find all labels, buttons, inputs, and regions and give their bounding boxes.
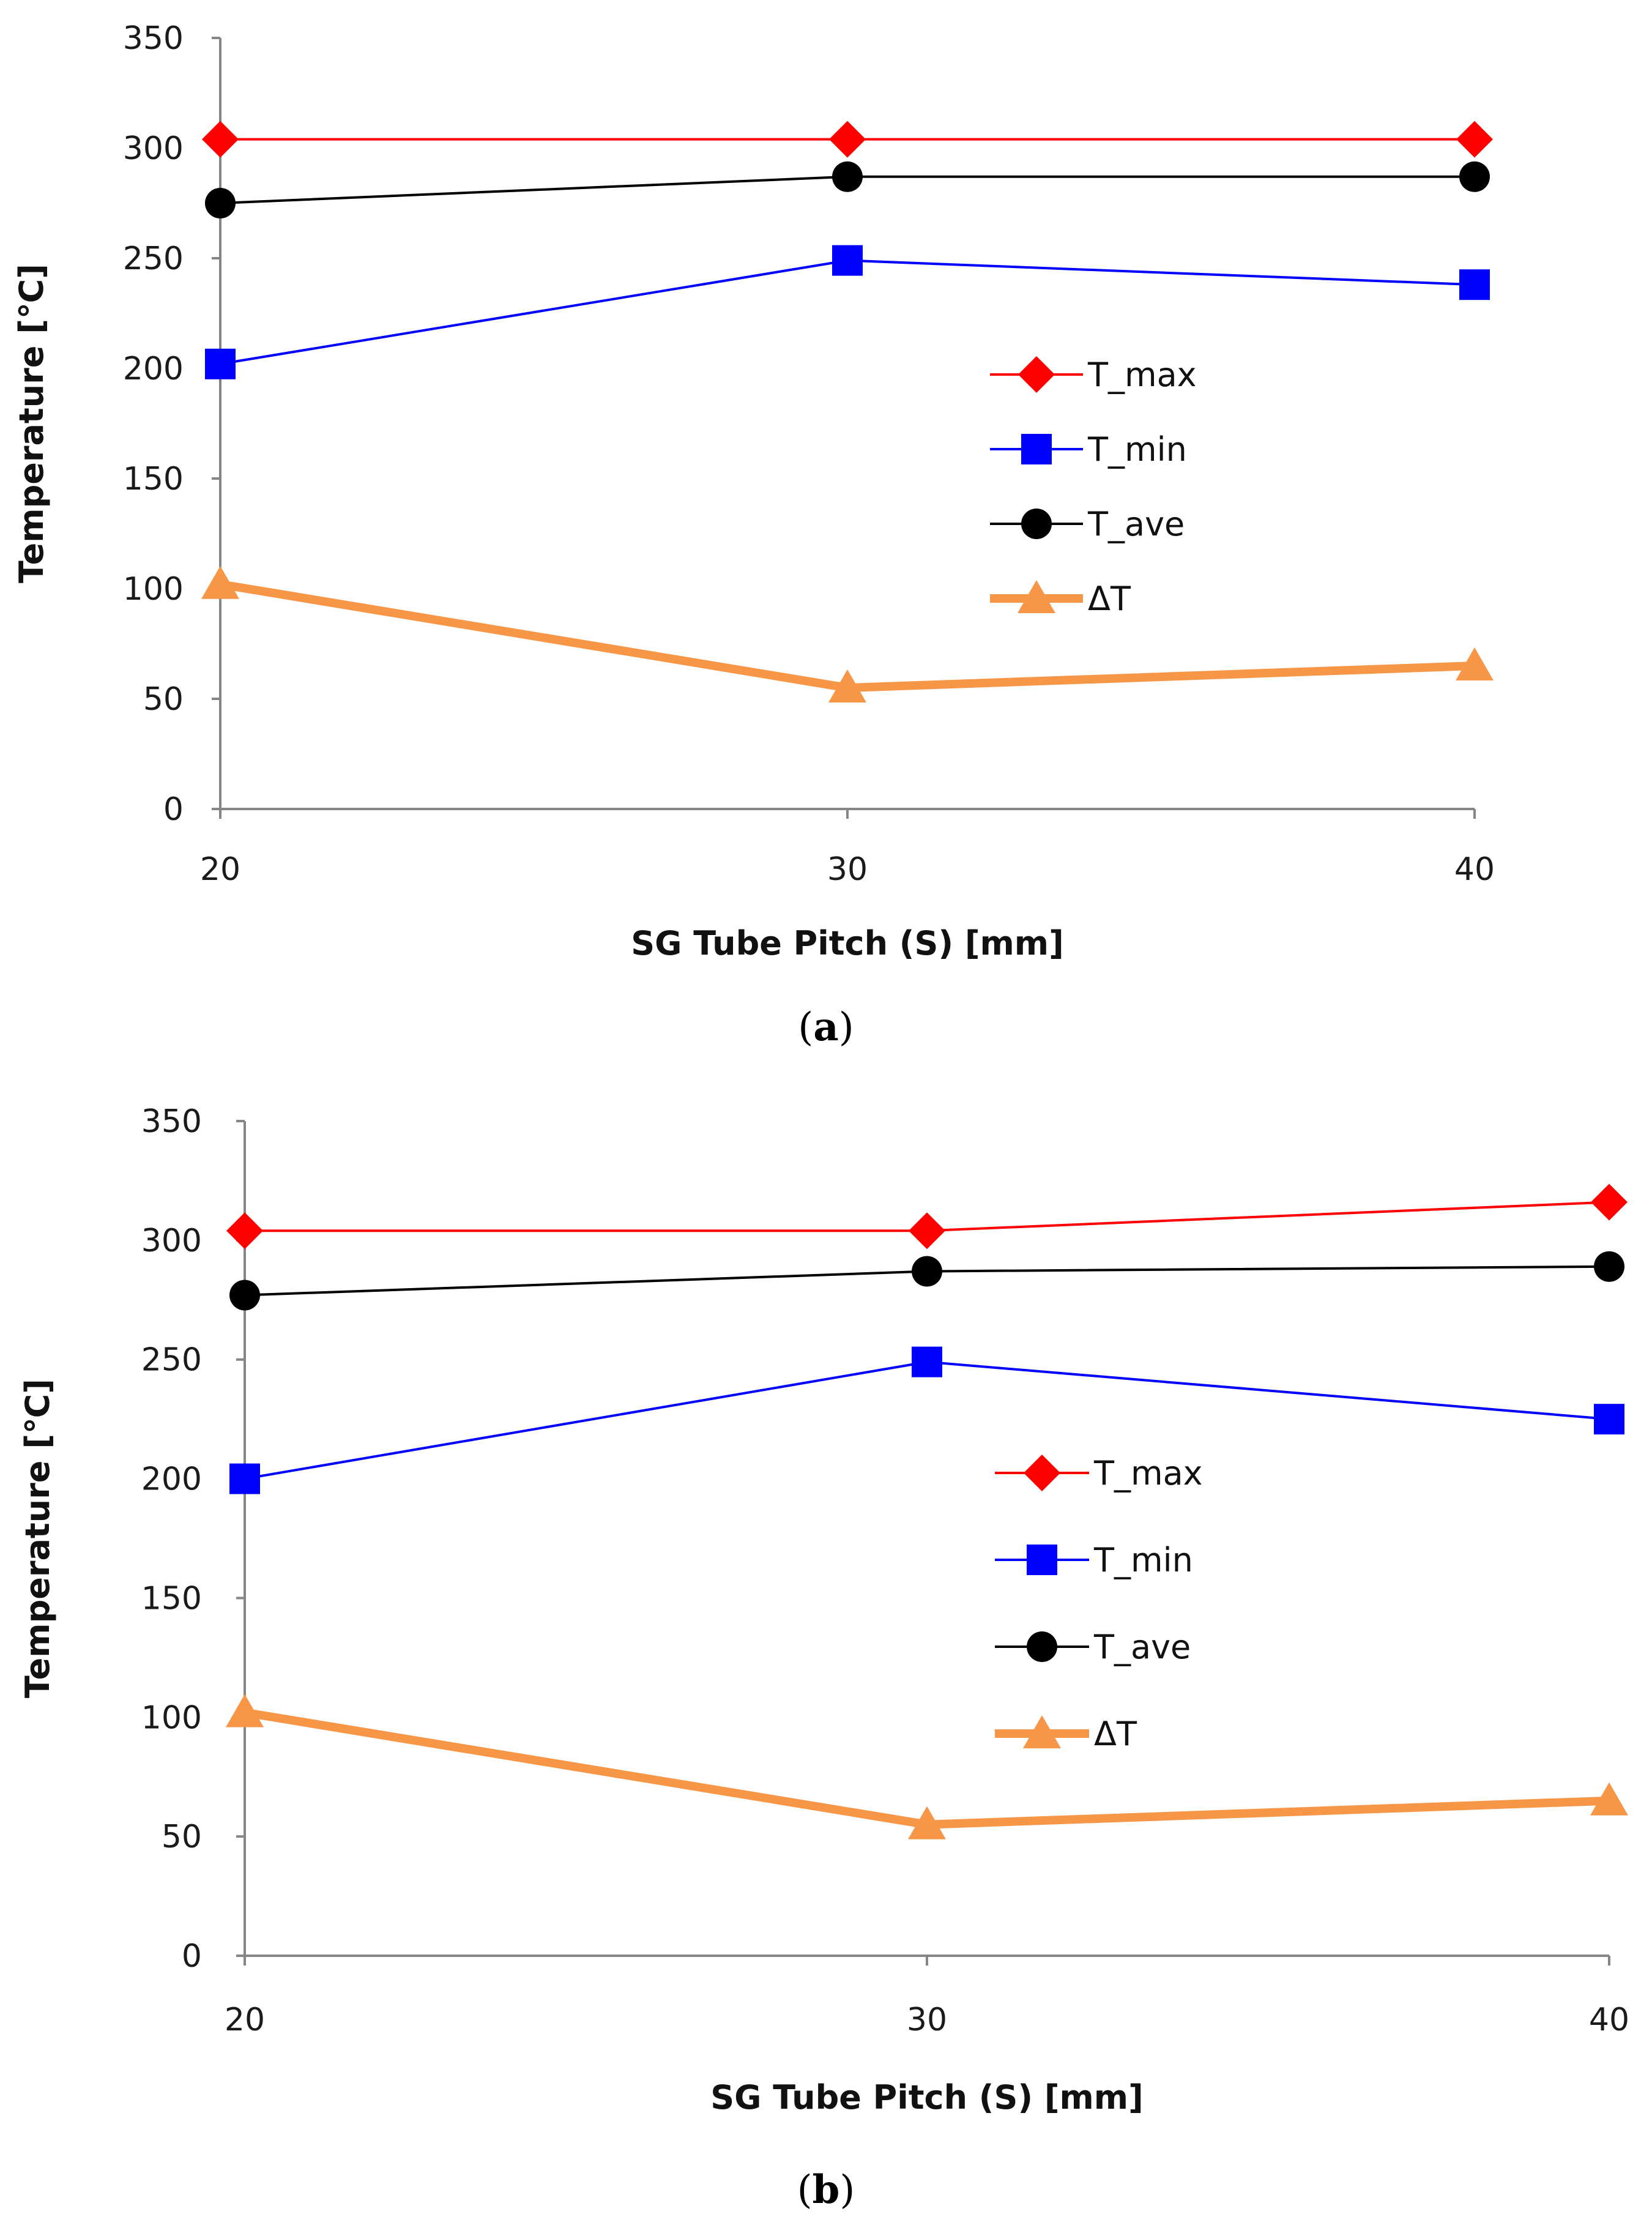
data-point (229, 1280, 260, 1311)
series-3 (226, 1694, 1628, 1839)
panel-label-letter: b (813, 2167, 840, 2213)
chart-panel-a: 0 50 100 150 200 250 300 350 20 30 40 SG Tube Pitch… (12, 20, 1495, 1050)
y-tick-label: 0 (163, 791, 184, 828)
legend-marker (1021, 434, 1052, 464)
y-tick-label: 200 (141, 1461, 202, 1498)
panel-label-open: ( (798, 1005, 813, 1050)
x-tick-label: 30 (907, 2002, 947, 2038)
series-2 (205, 161, 1490, 218)
panel-label: (a) (798, 1004, 854, 1050)
x-tick-label: 40 (1589, 2002, 1629, 2038)
y-tick-label: 300 (141, 1223, 202, 1259)
y-tick-label: 50 (143, 681, 184, 718)
y-tick-label: 150 (141, 1580, 202, 1617)
y-tick-label: 0 (182, 1938, 202, 1975)
panel-label-letter: a (813, 1004, 838, 1050)
data-point (205, 188, 236, 218)
data-point (229, 1463, 260, 1494)
y-tick-label: 150 (123, 461, 184, 498)
series-1 (229, 1346, 1624, 1494)
y-tick-label: 50 (162, 1819, 202, 1855)
data-point (1590, 1782, 1628, 1816)
x-tick-label: 20 (225, 2002, 265, 2038)
legend-label: T_ave (1087, 505, 1185, 543)
data-point (909, 1212, 945, 1250)
legend-label: T_max (1093, 1454, 1203, 1493)
data-point (202, 121, 239, 158)
series-0 (226, 1183, 1628, 1250)
x-axis-title: SG Tube Pitch (S) [mm] (631, 924, 1064, 963)
x-tick-label: 30 (827, 851, 868, 888)
data-point (205, 348, 236, 379)
legend-marker (1024, 1455, 1060, 1491)
chart-panel-b: 0 50 100 150 200 250 300 350 20 30 40 SG Tube Pitch… (18, 1103, 1629, 2213)
series-2 (229, 1251, 1624, 1311)
data-point (201, 565, 239, 599)
data-point (828, 669, 866, 703)
series-1 (205, 245, 1490, 379)
legend-marker (1027, 1545, 1057, 1575)
legend-label: T_min (1087, 430, 1187, 469)
panel-label-close: ) (839, 2167, 855, 2213)
data-point (912, 1346, 942, 1377)
y-tick-label: 200 (123, 351, 184, 387)
y-tick-label: 250 (123, 240, 184, 277)
data-point (1456, 647, 1494, 680)
panel-label: (b) (797, 2167, 855, 2213)
data-point (226, 1694, 264, 1727)
data-point (1459, 161, 1490, 192)
legend: T_max T_min T_ave ΔT (995, 1454, 1203, 1753)
data-point (1594, 1404, 1624, 1435)
y-tick-label: 350 (141, 1103, 202, 1140)
legend-label: ΔT (1088, 580, 1131, 618)
y-axis-title: Temperature [℃] (18, 1379, 57, 1698)
legend-marker (1021, 509, 1052, 539)
data-point (1459, 269, 1490, 300)
legend-label: T_ave (1093, 1628, 1191, 1666)
legend-marker (1018, 356, 1055, 393)
legend-label: T_max (1087, 356, 1197, 394)
data-point (832, 245, 863, 276)
y-tick-label: 100 (141, 1699, 202, 1736)
data-point (1594, 1251, 1624, 1282)
data-point (226, 1212, 263, 1250)
legend-label: T_min (1093, 1541, 1193, 1579)
legend-label: ΔT (1094, 1715, 1137, 1753)
data-point (829, 121, 866, 158)
data-point (1456, 121, 1493, 158)
y-tick-label: 300 (123, 130, 184, 167)
legend-marker (1023, 1715, 1061, 1748)
y-tick-label: 250 (141, 1342, 202, 1379)
y-axis-title: Temperature [℃] (12, 264, 51, 583)
x-tick-label: 40 (1454, 851, 1495, 888)
panel-label-open: ( (797, 2167, 813, 2213)
data-point (912, 1256, 942, 1287)
y-tick-label: 100 (123, 571, 184, 608)
data-point (908, 1806, 946, 1839)
legend-marker (1027, 1631, 1057, 1662)
data-point (832, 161, 863, 192)
series-0 (202, 121, 1493, 158)
x-axis-title: SG Tube Pitch (S) [mm] (710, 2078, 1144, 2117)
data-point (1591, 1183, 1628, 1221)
legend: T_max T_min T_ave ΔT (990, 356, 1197, 618)
series-3 (201, 565, 1494, 703)
y-tick-label: 350 (123, 20, 184, 57)
legend-marker (1018, 580, 1055, 613)
panel-label-close: ) (839, 1005, 854, 1050)
x-tick-label: 20 (200, 851, 240, 888)
